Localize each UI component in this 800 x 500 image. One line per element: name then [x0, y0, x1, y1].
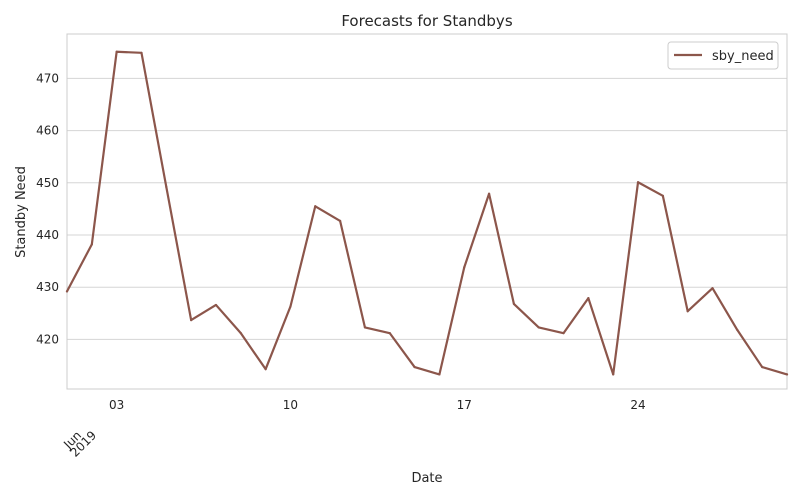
y-tick-label: 460 [36, 124, 59, 138]
x-tick-label: 03 [109, 398, 124, 412]
data-point [264, 368, 267, 371]
series-points [65, 50, 789, 376]
data-point [413, 365, 416, 369]
data-point [587, 297, 590, 300]
y-gridlines [67, 77, 787, 340]
x-tick-label: 24 [630, 398, 645, 412]
data-point [239, 332, 242, 335]
legend-box [667, 41, 779, 70]
data-point [339, 219, 342, 222]
x-axis-label: Date [411, 471, 442, 486]
data-point [190, 318, 193, 322]
data-point [736, 328, 739, 332]
y-tick-label: 440 [36, 228, 59, 242]
data-point [363, 326, 367, 329]
series-line-sby-need [65, 50, 789, 376]
x-tick-label: 17 [457, 398, 472, 412]
x-axis-period-label: Jun 2019 [60, 428, 99, 459]
data-point [90, 243, 93, 246]
data-point [463, 266, 466, 269]
data-point [140, 51, 143, 54]
data-point [661, 194, 664, 197]
data-point [487, 192, 491, 195]
x-axis-ticks: 03 10 17 24 [109, 398, 646, 412]
chart-title: Forecasts for Standbys [341, 12, 512, 30]
data-point [65, 290, 69, 293]
data-point [314, 205, 317, 208]
data-point [711, 287, 714, 290]
y-tick-label: 430 [36, 280, 59, 294]
y-axis-label: Standby Need [14, 166, 29, 258]
data-point [165, 185, 168, 189]
data-point [214, 303, 218, 307]
data-point [115, 50, 118, 53]
legend-label-sby-need: sby_need [712, 49, 774, 64]
data-point [438, 373, 441, 376]
data-point [761, 365, 764, 369]
data-point [388, 332, 391, 335]
data-point [512, 302, 515, 306]
data-point [636, 181, 640, 184]
data-point [289, 305, 292, 308]
x-tick-label: 10 [283, 398, 298, 412]
data-point [686, 310, 689, 313]
y-tick-label: 450 [36, 176, 59, 190]
y-axis-ticks: 420 430 440 450 460 470 [36, 71, 59, 346]
data-point [537, 326, 540, 329]
legend: sby_need [667, 41, 779, 70]
y-tick-label: 420 [36, 332, 59, 346]
data-point [612, 373, 615, 376]
data-point [562, 332, 565, 335]
plot-area-border [66, 33, 788, 390]
y-tick-label: 470 [36, 71, 59, 85]
data-point [785, 373, 789, 376]
